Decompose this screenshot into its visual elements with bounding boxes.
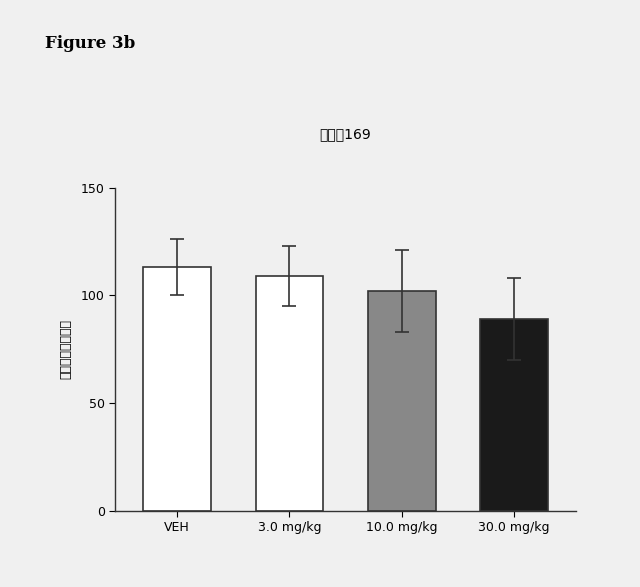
Text: Figure 3b: Figure 3b	[45, 35, 135, 52]
Bar	[143, 268, 211, 511]
Y-axis label: 合計活性カウント: 合計活性カウント	[60, 319, 72, 379]
Bar	[481, 319, 548, 511]
Bar	[368, 291, 435, 511]
Text: 実施例169: 実施例169	[320, 127, 371, 141]
Bar	[256, 276, 323, 511]
